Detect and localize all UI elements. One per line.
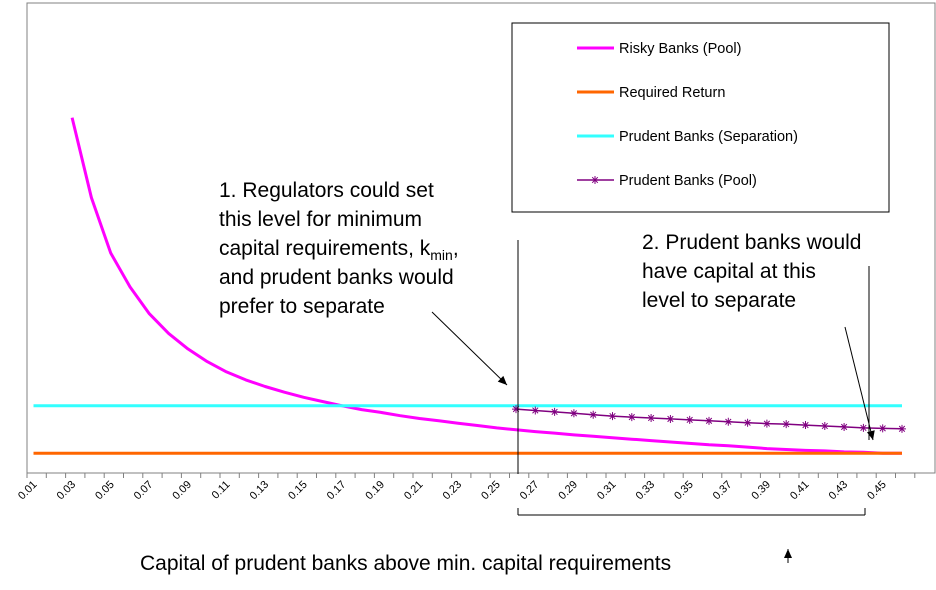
x-tick-label: 0.09 [170,479,194,503]
legend-label: Risky Banks (Pool) [619,41,741,57]
annotation-1: 1. Regulators could set this level for mi… [219,179,459,318]
x-tick-label: 0.35 [672,479,696,503]
data-point-star [801,421,810,430]
data-point-star [782,420,791,429]
data-point-star [820,422,829,430]
x-tick-label: 0.41 [788,479,812,503]
annotation-2-arrow-shaft [844,326,874,441]
annotation-1-subscript: min [430,247,453,263]
annotation-1-trailing: , [453,237,459,260]
annotation-1-line: and prudent banks would [219,266,454,289]
legend-label: Prudent Banks (Separation) [619,129,798,145]
data-point-star [647,414,656,423]
legend: Risky Banks (Pool) Required Return Prudent… [511,22,890,213]
x-tick-label: 0.07 [132,479,156,503]
x-tick-label: 0.19 [363,479,387,503]
x-tick-label: 0.43 [827,479,851,503]
x-tick-label: 0.11 [210,479,233,502]
data-point-star [878,424,887,433]
annotation-2-line: 2. Prudent banks would [642,231,861,254]
data-point-star [569,409,578,418]
x-tick-label: 0.37 [711,479,735,503]
annotation-2-line: have capital at this [642,260,816,283]
data-point-star [685,415,694,424]
annotation-1-line: this level for minimum [219,208,422,231]
data-point-star [627,413,636,422]
annotation-2-line: level to separate [642,289,796,312]
range-bracket [517,508,866,516]
legend-marker-star [591,176,599,184]
x-tick-label: 0.13 [248,479,272,503]
data-point-star [531,406,540,415]
x-tick-label: 0.31 [595,479,619,503]
data-point-star [898,424,906,433]
x-tick-label: 0.39 [749,479,773,503]
annotation-1-arrow-shaft [431,311,508,386]
legend-label: Prudent Banks (Pool) [619,173,757,189]
x-tick-label: 0.27 [518,479,542,503]
legend-box [511,22,890,213]
x-tick-label: 0.03 [55,479,79,503]
x-tick-label: 0.15 [286,479,310,503]
data-point-star [859,423,868,432]
data-point-star [589,410,598,419]
x-axis-label-arrow-head [784,549,792,558]
data-point-star [743,418,752,427]
x-tick-label: 0.33 [634,479,658,503]
x-tick-label: 0.21 [402,479,426,503]
annotation-1-line: capital requirements, kmin, [219,237,459,263]
x-tick-label: 0.45 [865,479,889,503]
data-point-star [840,422,849,431]
x-tick-label: 0.23 [441,479,465,503]
series-line-risky-banks-pool [70,117,902,455]
x-tick-label: 0.17 [325,479,349,503]
series-group [33,117,906,455]
x-tick-label: 0.29 [556,479,580,503]
data-point-star [724,417,733,426]
legend-label: Required Return [619,85,725,101]
x-axis-label: Capital of prudent banks above min. capi… [140,552,671,575]
data-point-star [608,412,617,421]
data-point-star [512,405,520,414]
annotation-2: 2. Prudent banks would have capital at th… [642,231,861,312]
annotation-1-arrow-head [497,375,507,385]
x-tick-label: 0.01 [16,479,40,503]
data-point-star [666,414,675,423]
x-tick-label: 0.25 [479,479,503,503]
data-point-star [762,419,771,428]
annotation-2-arrow-head [866,430,875,440]
annotation-1-line: 1. Regulators could set [219,179,434,202]
x-tick-label: 0.05 [93,479,117,503]
data-point-star [550,407,559,416]
data-point-star [705,416,713,425]
annotation-1-line: prefer to separate [219,295,385,318]
